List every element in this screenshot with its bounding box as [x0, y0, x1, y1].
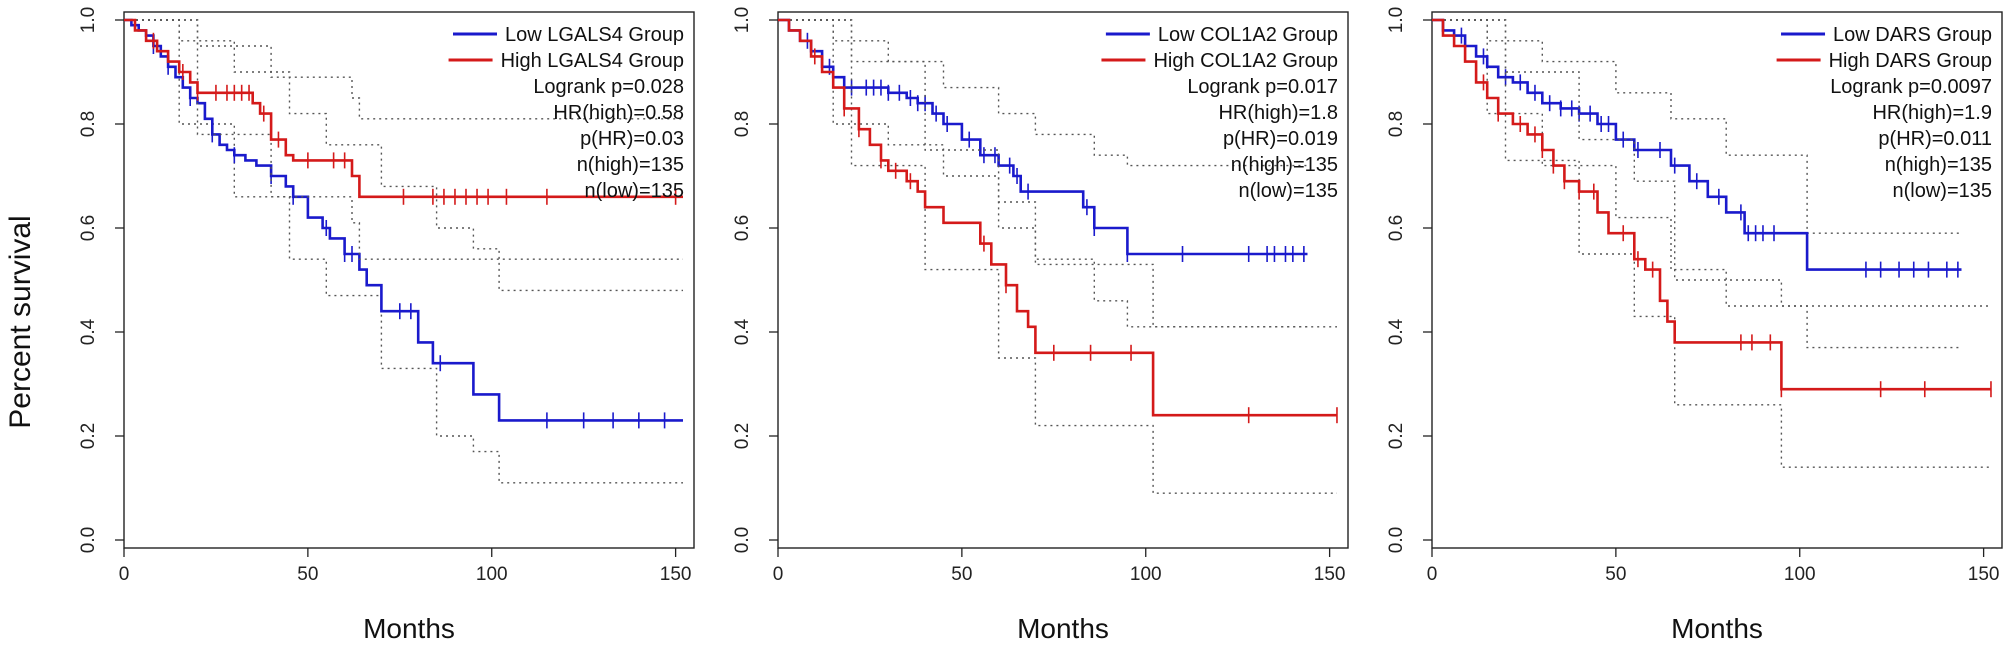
y-tick-label: 0.6: [1386, 215, 1407, 241]
series-low: [1432, 18, 1962, 349]
legend-label: High DARS Group: [1829, 50, 1992, 72]
km-panel-1: 0 50 100 150 0.0 0.2 0.4 0.6 0.8 1.0 Months Low LGA…: [78, 7, 695, 644]
survival-curve: [778, 18, 1337, 417]
legend: Low COL1A2 Group High COL1A2 Group Logrank…: [1101, 24, 1338, 202]
plot-frame: [1431, 11, 2003, 549]
survival-curve: [778, 18, 1308, 256]
x-axis-label: Months: [363, 613, 455, 644]
stat-label: HR(high)=1.8: [1218, 102, 1338, 124]
plot-frame: [123, 11, 695, 549]
ci-lower-line: [124, 19, 683, 260]
x-tick-label: 100: [476, 564, 508, 585]
ci-lower-line: [124, 19, 683, 484]
y-tick-label: 0.0: [732, 527, 753, 553]
x-tick-label: 50: [1605, 564, 1626, 585]
y-tick-label: 0.4: [78, 318, 99, 345]
x-tick-label: 100: [1784, 564, 1816, 585]
y-tick-label: 0.8: [732, 111, 753, 137]
km-panel-2: 0 50 100 150 0.0 0.2 0.4 0.6 0.8 1.0 Months Low COL…: [732, 7, 1349, 644]
stat-label: Logrank p=0.0097: [1830, 76, 1992, 98]
y-tick-label: 0.2: [732, 423, 753, 449]
legend-label: Low LGALS4 Group: [505, 24, 684, 46]
x-tick-label: 150: [1314, 564, 1346, 585]
stat-label: n(high)=135: [1231, 154, 1338, 176]
y-tick-label: 0.0: [1386, 527, 1407, 553]
x-tick-label: 50: [951, 564, 972, 585]
x-axis-label: Months: [1017, 613, 1109, 644]
y-tick-label: 0.4: [732, 318, 753, 345]
x-axis-label: Months: [1671, 613, 1763, 644]
ci-lower-line: [1432, 19, 1991, 468]
legend-label: High LGALS4 Group: [501, 50, 684, 72]
stat-label: n(low)=135: [1892, 180, 1992, 202]
legend-label: High COL1A2 Group: [1153, 50, 1338, 72]
x-tick-label: 150: [660, 564, 692, 585]
stat-label: p(HR)=0.03: [580, 128, 684, 150]
legend: Low DARS Group High DARS Group Logrank p=0…: [1776, 24, 1992, 202]
legend: Low LGALS4 Group High LGALS4 Group Logrank…: [448, 24, 684, 202]
y-tick-label: 0.6: [78, 215, 99, 241]
survival-curve: [124, 18, 683, 422]
series-high: [1432, 18, 1992, 468]
y-tick-label: 0.8: [1386, 111, 1407, 137]
x-tick-label: 100: [1130, 564, 1162, 585]
ci-lower-line: [1432, 19, 1962, 349]
stat-label: n(high)=135: [577, 154, 684, 176]
ci-upper-line: [1432, 19, 1962, 234]
x-tick-label: 0: [1427, 564, 1438, 585]
stat-label: n(low)=135: [1238, 180, 1338, 202]
stat-label: Logrank p=0.017: [1187, 76, 1338, 98]
ci-upper-line: [124, 19, 683, 292]
km-panel-3: 0 50 100 150 0.0 0.2 0.4 0.6 0.8 1.0 Months Low DAR…: [1386, 7, 2003, 644]
survival-curve: [124, 18, 683, 199]
x-tick-label: 0: [119, 564, 130, 585]
stat-label: n(low)=135: [584, 180, 684, 202]
stat-label: p(HR)=0.019: [1223, 128, 1338, 150]
x-tick-label: 150: [1968, 564, 2000, 585]
y-tick-label: 0.6: [732, 215, 753, 241]
legend-label: Low DARS Group: [1833, 24, 1992, 46]
y-tick-label: 1.0: [1386, 7, 1407, 33]
legend-label: Low COL1A2 Group: [1158, 24, 1338, 46]
x-tick-label: 0: [773, 564, 784, 585]
stat-label: p(HR)=0.011: [1878, 128, 1992, 150]
y-tick-label: 0.2: [78, 423, 99, 449]
y-tick-label: 0.8: [78, 111, 99, 137]
stat-label: HR(high)=0.58: [553, 102, 684, 124]
survival-curve: [1432, 18, 1991, 391]
y-tick-label: 1.0: [78, 7, 99, 33]
ci-upper-line: [778, 19, 1308, 167]
figure-ylabel: Percent survival: [4, 215, 37, 428]
stat-label: Logrank p=0.028: [533, 76, 684, 98]
y-tick-label: 0.0: [78, 527, 99, 553]
x-tick-label: 50: [297, 564, 318, 585]
stat-label: n(high)=135: [1885, 154, 1992, 176]
y-tick-label: 0.4: [1386, 318, 1407, 345]
series-high: [124, 18, 683, 260]
panels: 0 50 100 150 0.0 0.2 0.4 0.6 0.8 1.0 Months Low LGA…: [78, 7, 2003, 644]
series-low: [124, 18, 683, 484]
series-high: [778, 18, 1338, 494]
ci-upper-line: [1432, 19, 1991, 307]
y-tick-label: 0.2: [1386, 423, 1407, 449]
y-tick-label: 1.0: [732, 7, 753, 33]
stat-label: HR(high)=1.9: [1872, 102, 1992, 124]
plot-frame: [777, 11, 1349, 549]
